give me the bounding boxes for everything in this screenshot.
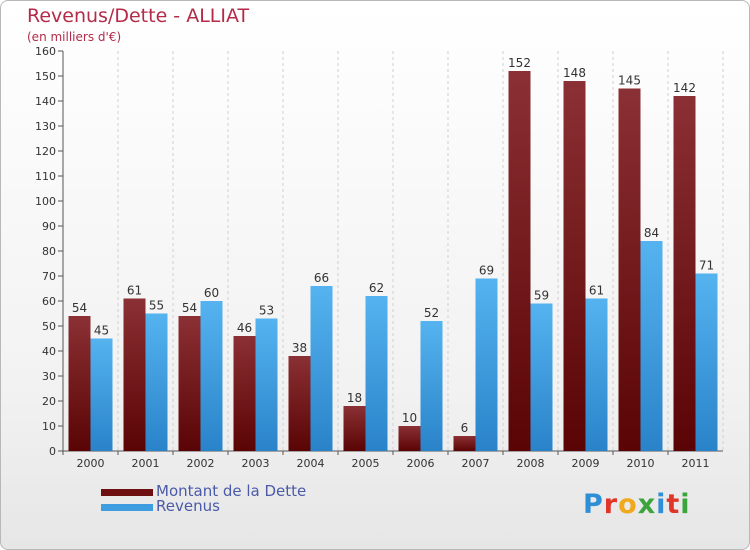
bar-revenus bbox=[145, 313, 168, 451]
x-tick-label: 2010 bbox=[627, 457, 655, 470]
chart-title: Revenus/Dette - ALLIAT bbox=[27, 5, 250, 27]
y-tick-label: 140 bbox=[35, 95, 56, 108]
bar-revenus-label: 69 bbox=[479, 264, 494, 278]
legend-label-revenus: Revenus bbox=[156, 497, 220, 515]
x-tick-label: 2009 bbox=[572, 457, 600, 470]
bar-dette-label: 148 bbox=[563, 66, 586, 80]
bar-dette bbox=[453, 436, 476, 451]
y-tick-label: 130 bbox=[35, 120, 56, 133]
y-tick-label: 20 bbox=[42, 395, 56, 408]
bar-revenus bbox=[200, 301, 223, 451]
y-tick-label: 60 bbox=[42, 295, 56, 308]
legend-swatch-dette bbox=[101, 489, 153, 496]
bar-dette bbox=[673, 96, 696, 451]
y-tick-label: 50 bbox=[42, 320, 56, 333]
bar-revenus bbox=[695, 273, 718, 451]
y-tick-label: 0 bbox=[49, 445, 56, 458]
y-tick-label: 150 bbox=[35, 70, 56, 83]
y-tick-label: 40 bbox=[42, 345, 56, 358]
bar-dette-label: 6 bbox=[461, 421, 469, 435]
bar-dette-label: 10 bbox=[402, 411, 417, 425]
logo-letter: r bbox=[603, 489, 619, 520]
bar-revenus-label: 52 bbox=[424, 306, 439, 320]
bar-dette bbox=[398, 426, 421, 451]
x-tick-label: 2004 bbox=[297, 457, 325, 470]
bar-revenus-label: 59 bbox=[534, 289, 549, 303]
y-tick-label: 100 bbox=[35, 195, 56, 208]
bar-revenus-label: 45 bbox=[94, 324, 109, 338]
bar-revenus-label: 62 bbox=[369, 281, 384, 295]
bar-revenus bbox=[310, 286, 333, 451]
bar-dette-label: 152 bbox=[508, 56, 531, 70]
bar-dette bbox=[508, 71, 531, 451]
bar-revenus-label: 84 bbox=[644, 226, 659, 240]
bar-dette bbox=[288, 356, 311, 451]
bar-dette bbox=[68, 316, 91, 451]
bar-revenus-label: 66 bbox=[314, 271, 329, 285]
logo-letter: i bbox=[656, 489, 667, 520]
bar-revenus bbox=[90, 338, 113, 451]
bar-revenus bbox=[640, 241, 663, 451]
logo-letter: P bbox=[583, 489, 604, 520]
bar-dette bbox=[563, 81, 586, 451]
bar-revenus bbox=[420, 321, 443, 451]
bar-dette bbox=[123, 298, 146, 451]
bar-revenus-label: 55 bbox=[149, 299, 164, 313]
bar-dette-label: 54 bbox=[182, 301, 197, 315]
bar-dette-label: 145 bbox=[618, 74, 641, 88]
bar-dette-label: 54 bbox=[72, 301, 87, 315]
bar-revenus bbox=[365, 296, 388, 451]
y-tick-label: 110 bbox=[35, 170, 56, 183]
y-tick-label: 80 bbox=[42, 245, 56, 258]
bar-revenus-label: 61 bbox=[589, 284, 604, 298]
bar-revenus bbox=[255, 318, 278, 451]
x-tick-label: 2000 bbox=[77, 457, 105, 470]
bar-dette-label: 38 bbox=[292, 341, 307, 355]
bar-revenus-label: 71 bbox=[699, 259, 714, 273]
bar-dette bbox=[618, 88, 641, 451]
x-tick-label: 2011 bbox=[682, 457, 710, 470]
y-tick-label: 90 bbox=[42, 220, 56, 233]
y-tick-label: 160 bbox=[35, 45, 56, 58]
bar-revenus bbox=[530, 303, 553, 451]
x-tick-label: 2002 bbox=[187, 457, 215, 470]
chart-subtitle: (en milliers d'€) bbox=[27, 30, 122, 44]
proxiti-logo: Proxiti bbox=[583, 489, 691, 520]
legend-swatch-revenus bbox=[101, 504, 153, 511]
bar-revenus bbox=[475, 278, 498, 451]
bar-dette-label: 61 bbox=[127, 284, 142, 298]
x-tick-label: 2003 bbox=[242, 457, 270, 470]
legend-label-dette: Montant de la Dette bbox=[156, 482, 307, 500]
bar-revenus-label: 60 bbox=[204, 286, 219, 300]
y-tick-label: 30 bbox=[42, 370, 56, 383]
y-tick-label: 120 bbox=[35, 145, 56, 158]
bar-revenus bbox=[585, 298, 608, 451]
y-tick-label: 70 bbox=[42, 270, 56, 283]
bar-dette bbox=[233, 336, 256, 451]
y-tick-label: 10 bbox=[42, 420, 56, 433]
logo-letter: x bbox=[637, 489, 657, 520]
x-tick-label: 2001 bbox=[132, 457, 160, 470]
bar-revenus-label: 53 bbox=[259, 304, 274, 318]
bar-dette-label: 142 bbox=[673, 81, 696, 95]
logo-letter: i bbox=[680, 489, 691, 520]
bar-dette-label: 46 bbox=[237, 321, 252, 335]
x-tick-label: 2005 bbox=[352, 457, 380, 470]
bar-dette bbox=[343, 406, 366, 451]
x-tick-label: 2006 bbox=[407, 457, 435, 470]
x-tick-label: 2007 bbox=[462, 457, 490, 470]
x-tick-label: 2008 bbox=[517, 457, 545, 470]
bar-dette-label: 18 bbox=[347, 391, 362, 405]
logo-letter: t bbox=[666, 489, 681, 520]
logo-letter: o bbox=[618, 489, 638, 520]
bar-dette bbox=[178, 316, 201, 451]
